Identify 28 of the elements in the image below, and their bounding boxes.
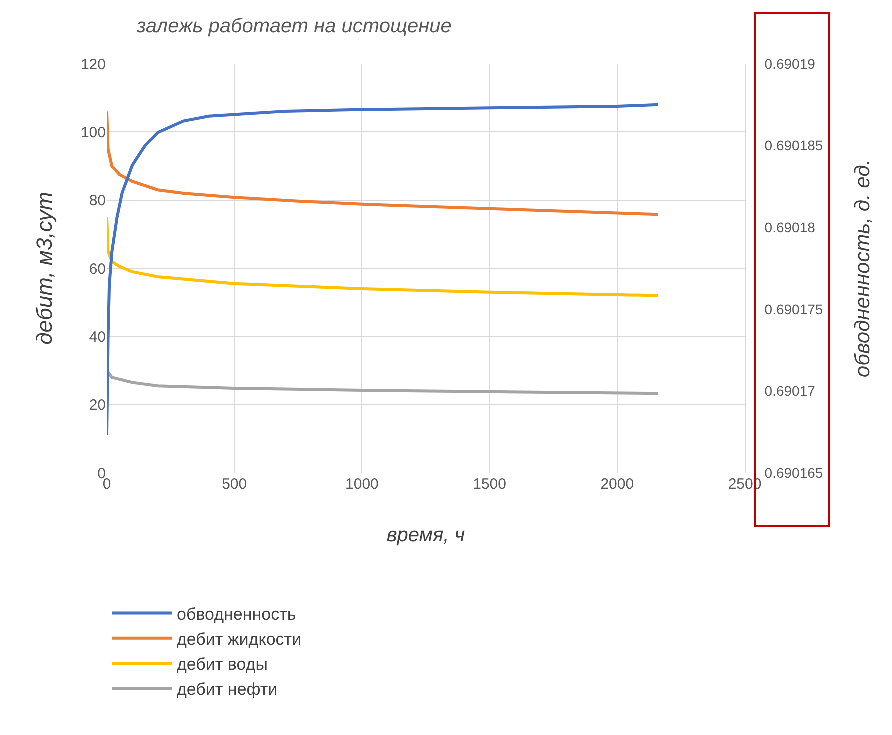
line-series [107, 103, 660, 437]
legend-label: дебит нефти [177, 680, 278, 700]
y-tick-label: 40 [89, 328, 106, 346]
x-tick-label: 1500 [473, 476, 506, 493]
line-series [107, 216, 660, 298]
x-tick-label: 500 [222, 476, 248, 493]
y2-axis-title: обводненность, д. ед. [852, 159, 875, 378]
legend-label: обводненность [177, 604, 296, 624]
y-tick-label: 80 [89, 192, 106, 210]
line-series [107, 110, 660, 216]
y-tick-label: 60 [89, 260, 106, 278]
legend-label: дебит жидкости [177, 630, 302, 649]
x-tick-label: 1000 [346, 476, 379, 493]
x-axis-title: время, ч [386, 524, 466, 546]
y-tick-label: 100 [80, 124, 106, 142]
y-axis-title: дебит, м3,сут [32, 192, 57, 345]
line-series [107, 370, 660, 396]
chart-title: залежь работает на истощение [136, 15, 452, 38]
y2-tick-label: 0.690165 [764, 464, 824, 481]
y2-tick-label: 0.69019 [764, 56, 816, 72]
y2-tick-label: 0.690185 [764, 138, 824, 154]
y2-tick-label: 0.69017 [764, 383, 816, 400]
y-tick-label: 120 [80, 56, 106, 74]
x-tick-label: 2000 [600, 476, 634, 493]
y-tick-label: 20 [89, 397, 106, 414]
legend-label: дебит воды [177, 655, 268, 674]
y2-tick-label: 0.690175 [764, 301, 824, 318]
y2-tick-label: 0.69018 [764, 220, 816, 236]
